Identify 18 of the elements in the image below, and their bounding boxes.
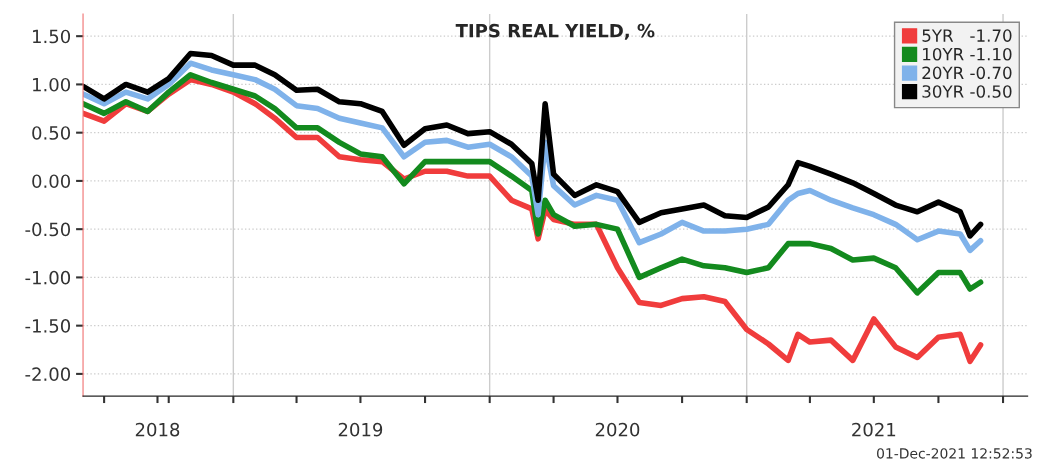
y-tick-label: 0.50 <box>32 126 71 140</box>
y-tick-label: 1.50 <box>33 29 71 44</box>
legend-label: 5YR -1.70 <box>922 29 1012 42</box>
legend-label: 20YR -0.70 <box>922 66 1012 80</box>
y-tick-label: -2.00 <box>25 367 71 382</box>
x-tick-label: 2020 <box>595 422 640 437</box>
legend-label: 10YR -1.10 <box>923 47 1012 61</box>
y-tick-label: -1.00 <box>25 270 71 285</box>
x-tick-label: 2021 <box>852 422 896 437</box>
chart-title: TIPS REAL YIELD, % <box>455 23 655 40</box>
x-tick-label: 2018 <box>135 422 180 437</box>
legend-label: 30YR -0.50 <box>922 85 1012 98</box>
text: 01-Dec-2021 12:52:53 <box>877 448 1032 459</box>
y-tick-label: -0.50 <box>25 222 71 237</box>
y-tick-label: 1.00 <box>33 77 71 92</box>
y-tick-label: -1.50 <box>25 319 71 333</box>
x-tick-label: 2019 <box>338 422 383 437</box>
y-tick-label: 0.00 <box>32 174 71 189</box>
